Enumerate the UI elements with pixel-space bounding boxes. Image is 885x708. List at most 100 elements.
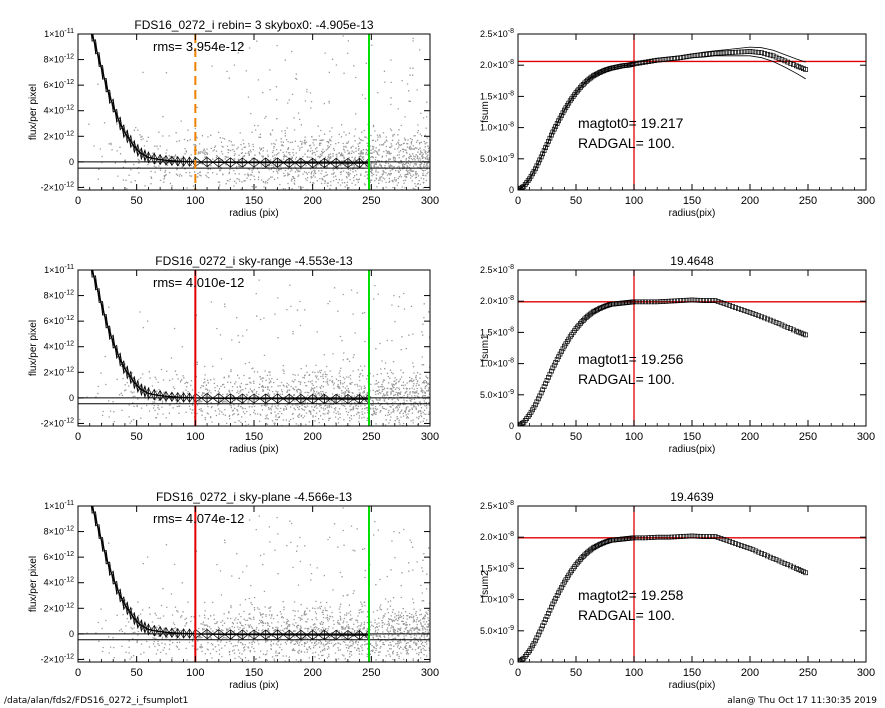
fsum-point (718, 536, 724, 541)
fsum-point (547, 607, 553, 613)
x-tick-label: 100 (625, 667, 643, 679)
x-tick-label: 50 (131, 195, 143, 207)
fsum-point (782, 561, 788, 566)
fsum-point (527, 412, 532, 418)
fsum-point (527, 176, 532, 182)
fsum-point (724, 301, 730, 307)
chart-profile-2: rms= 4.010e-12 0 50 100 150 200 250 300 -2×10-12… (28, 254, 439, 455)
fsum-point (675, 55, 680, 61)
fsum-point (643, 535, 648, 541)
fsum-point (519, 656, 525, 662)
fsum-point (736, 306, 741, 312)
x-tick-label: 250 (799, 431, 817, 443)
y-tick-label: 4×10-12 (44, 105, 75, 116)
fsum-point (803, 332, 809, 338)
y-tick-label: -2×10-12 (41, 417, 75, 428)
fsum-point (692, 533, 698, 539)
fsum-point (767, 554, 773, 560)
fsum-point (538, 626, 544, 632)
fsum-point (788, 60, 793, 66)
fsum-point (741, 544, 747, 549)
fsum-point (649, 535, 654, 540)
fsum-point (782, 58, 788, 64)
x-tick-label: 50 (570, 667, 582, 679)
fsum-point (733, 305, 738, 310)
fsum-point (762, 315, 767, 321)
fsum-point (580, 82, 586, 87)
fsum-point (698, 298, 704, 303)
y-tick-label: 1.5×10-8 (480, 90, 514, 101)
fsum-point (651, 58, 657, 64)
fsum-point (606, 66, 612, 72)
fsum-point (540, 151, 546, 157)
fsum-point (773, 557, 779, 563)
y-tick-label: 1.5×10-8 (480, 562, 514, 573)
fsum-point (533, 638, 538, 644)
fsum-point (715, 299, 721, 304)
fsum-point (651, 299, 657, 305)
fsum-point (704, 51, 709, 57)
fsum-point (701, 298, 706, 303)
x-tick-label: 250 (362, 431, 380, 443)
plot-frame (517, 505, 867, 663)
fsum-point (727, 539, 733, 544)
y-tick-label: -2×10-12 (41, 181, 75, 192)
fsum-point (730, 50, 735, 55)
fsum-point (663, 534, 669, 540)
fsum-point (750, 311, 756, 316)
fsum-point (553, 596, 559, 601)
y-axis-label: fsum1 (480, 334, 491, 362)
x-axis-label: radius (pix) (229, 208, 278, 219)
y-tick-label: 0 (69, 157, 74, 167)
fsum-point (657, 299, 663, 305)
fsum-point (770, 318, 776, 324)
fsum-point (738, 49, 744, 55)
fsum-point (779, 559, 785, 565)
fsum-point (669, 56, 675, 61)
fsum-point (744, 309, 750, 314)
fsum-point (666, 534, 672, 540)
fsum-point (744, 49, 750, 54)
fsum-point (528, 645, 534, 651)
fsum-point (704, 298, 709, 303)
fsum-point (556, 354, 561, 360)
fsum-point (634, 299, 640, 305)
fsum-point (535, 160, 541, 166)
fsum-point (663, 56, 669, 62)
fsum-point (663, 299, 669, 304)
fsum-point (637, 60, 643, 66)
y-tick-label: 4×10-12 (44, 341, 75, 352)
fsum-point (791, 327, 796, 333)
fsum-point (686, 533, 692, 539)
fsum-point (704, 534, 709, 539)
fsum-point (534, 163, 540, 169)
x-tick-label: 50 (131, 667, 143, 679)
fsum-point (756, 50, 762, 55)
fsum-point (666, 56, 672, 62)
fsum-point (660, 534, 666, 540)
fsum-point (715, 50, 721, 56)
fsum-point (637, 299, 643, 305)
fsum-point (554, 121, 560, 126)
fsum-point (712, 50, 718, 56)
x-axis-label: radius(pix) (669, 444, 716, 455)
fsum-point (556, 118, 561, 124)
y-tick-label: 6×10-12 (44, 79, 75, 90)
fsum-point (803, 570, 809, 576)
fsum-point (686, 53, 692, 59)
fsum-point (637, 535, 643, 541)
fsum-point (695, 533, 701, 539)
fsum-point (741, 49, 747, 55)
x-tick-label: 200 (303, 195, 321, 207)
y-tick-label: -2×10-12 (41, 653, 75, 664)
x-tick-label: 250 (362, 195, 380, 207)
x-tick-label: 300 (421, 195, 439, 207)
x-tick-label: 50 (131, 431, 143, 443)
fsum-point (582, 80, 588, 86)
y-tick-label: 2×10-12 (44, 366, 75, 377)
fsum-point (546, 374, 551, 380)
fsum-point (631, 61, 637, 67)
y-tick-label: 1.0×10-8 (480, 122, 514, 133)
fsum-point (649, 299, 654, 305)
fsum-point (736, 542, 741, 548)
